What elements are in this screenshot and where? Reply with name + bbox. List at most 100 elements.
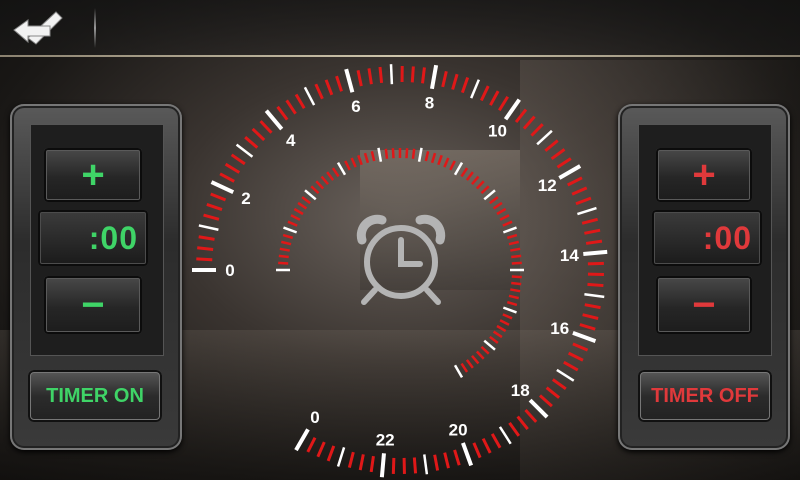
- inner-minor-tick: [492, 201, 503, 210]
- inner-major-tick: [483, 189, 496, 201]
- outer-minor-tick: [367, 68, 373, 85]
- inner-minor-tick: [443, 157, 450, 168]
- inner-minor-tick: [405, 148, 409, 159]
- inner-minor-tick: [424, 151, 430, 162]
- timer-on-button[interactable]: TIMER ON: [28, 370, 162, 422]
- outer-major-tick: [503, 98, 521, 121]
- outer-dial-ticks: [192, 64, 608, 478]
- outer-minor-tick: [410, 66, 415, 83]
- outer-mid-tick: [536, 129, 553, 146]
- outer-mid-tick: [498, 426, 512, 445]
- inner-major-tick: [304, 189, 317, 201]
- inner-minor-tick: [293, 207, 304, 216]
- inner-minor-tick: [344, 160, 351, 171]
- timer-on-decrement-button[interactable]: −: [44, 276, 142, 334]
- outer-minor-tick: [412, 457, 418, 474]
- outer-major-tick: [528, 398, 549, 419]
- inner-major-tick: [502, 306, 517, 314]
- inner-minor-tick: [489, 335, 499, 344]
- outer-mid-tick: [577, 206, 597, 216]
- inner-minor-tick: [496, 324, 507, 333]
- outer-minor-tick: [572, 342, 589, 352]
- timer-off-increment-button[interactable]: +: [656, 148, 752, 202]
- outer-mid-tick: [389, 64, 394, 85]
- outer-minor-tick: [198, 235, 215, 241]
- outer-minor-tick: [347, 451, 355, 468]
- inner-minor-tick: [460, 362, 469, 373]
- outer-major-tick: [572, 331, 597, 344]
- outer-mid-tick: [303, 86, 316, 106]
- outer-mid-tick: [423, 454, 429, 475]
- inner-minor-tick: [449, 160, 456, 171]
- outer-minor-tick: [276, 105, 289, 121]
- inner-dial-ticks: [276, 147, 524, 379]
- top-bar-divider: [0, 55, 800, 57]
- outer-mid-tick: [198, 224, 219, 231]
- outer-minor-tick: [285, 99, 297, 115]
- outer-minor-tick: [571, 186, 588, 196]
- outer-minor-tick: [567, 176, 583, 187]
- minus-icon: −: [81, 283, 105, 327]
- inner-major-tick: [417, 147, 423, 162]
- outer-minor-tick: [433, 454, 440, 471]
- inner-minor-tick: [411, 148, 416, 159]
- outer-minor-tick: [196, 257, 213, 262]
- outer-minor-tick: [326, 445, 336, 462]
- outer-minor-tick: [516, 415, 529, 431]
- outer-dial-label: 12: [538, 176, 557, 195]
- inner-minor-tick: [511, 254, 522, 259]
- inner-minor-tick: [496, 207, 507, 216]
- outer-minor-tick: [498, 95, 509, 112]
- inner-minor-tick: [502, 313, 513, 320]
- outer-minor-tick: [575, 196, 592, 206]
- inner-minor-tick: [511, 261, 522, 265]
- outer-major-tick: [558, 164, 582, 180]
- timer-off-decrement-button[interactable]: −: [656, 276, 752, 334]
- outer-minor-tick: [581, 217, 598, 225]
- outer-minor-tick: [443, 452, 450, 469]
- outer-minor-tick: [563, 360, 579, 372]
- outer-dial-labels: 0 2 4 6 8 10 12 14 16 18 20 22 0: [225, 94, 579, 450]
- inner-minor-tick: [480, 185, 490, 195]
- inner-minor-tick: [310, 185, 320, 195]
- alarm-clock-icon: [356, 214, 446, 305]
- timer-on-panel: + :00 − TIMER ON: [10, 104, 182, 450]
- inner-minor-tick: [510, 288, 521, 293]
- outer-minor-tick: [514, 108, 528, 124]
- outer-minor-tick: [259, 120, 273, 134]
- inner-major-tick: [377, 147, 383, 162]
- inner-minor-tick: [508, 294, 519, 300]
- back-arrow-icon: [13, 11, 63, 45]
- inner-minor-tick: [506, 233, 518, 240]
- outer-minor-tick: [479, 85, 490, 102]
- outer-minor-tick: [197, 246, 214, 252]
- inner-minor-tick: [370, 151, 376, 162]
- inner-minor-tick: [499, 319, 510, 326]
- outer-minor-tick: [585, 239, 603, 245]
- timer-off-panel: + :00 − TIMER OFF: [618, 104, 790, 450]
- timer-on-increment-button[interactable]: +: [44, 148, 142, 202]
- inner-minor-tick: [471, 175, 480, 186]
- outer-dial-label: 18: [511, 381, 530, 400]
- inner-major-tick: [453, 364, 464, 379]
- outer-minor-tick: [335, 75, 343, 92]
- inner-minor-tick: [320, 175, 329, 186]
- outer-minor-tick: [524, 408, 538, 423]
- outer-minor-tick: [545, 386, 561, 399]
- inner-minor-tick: [492, 330, 503, 339]
- timer-off-button[interactable]: TIMER OFF: [638, 370, 772, 422]
- outer-dial-label: 0: [225, 261, 234, 280]
- outer-minor-tick: [306, 437, 317, 453]
- outer-dial-label: 14: [560, 246, 579, 265]
- inner-minor-tick: [315, 180, 325, 190]
- outer-minor-tick: [391, 457, 396, 474]
- outer-minor-tick: [551, 378, 567, 391]
- back-button[interactable]: [6, 8, 66, 50]
- inner-minor-tick: [278, 261, 289, 265]
- outer-dial-label: 20: [449, 421, 468, 440]
- outer-major-tick: [379, 453, 386, 478]
- outer-major-tick: [429, 64, 439, 90]
- outer-minor-tick: [203, 213, 220, 221]
- timer-off-time-value: :00: [702, 219, 752, 256]
